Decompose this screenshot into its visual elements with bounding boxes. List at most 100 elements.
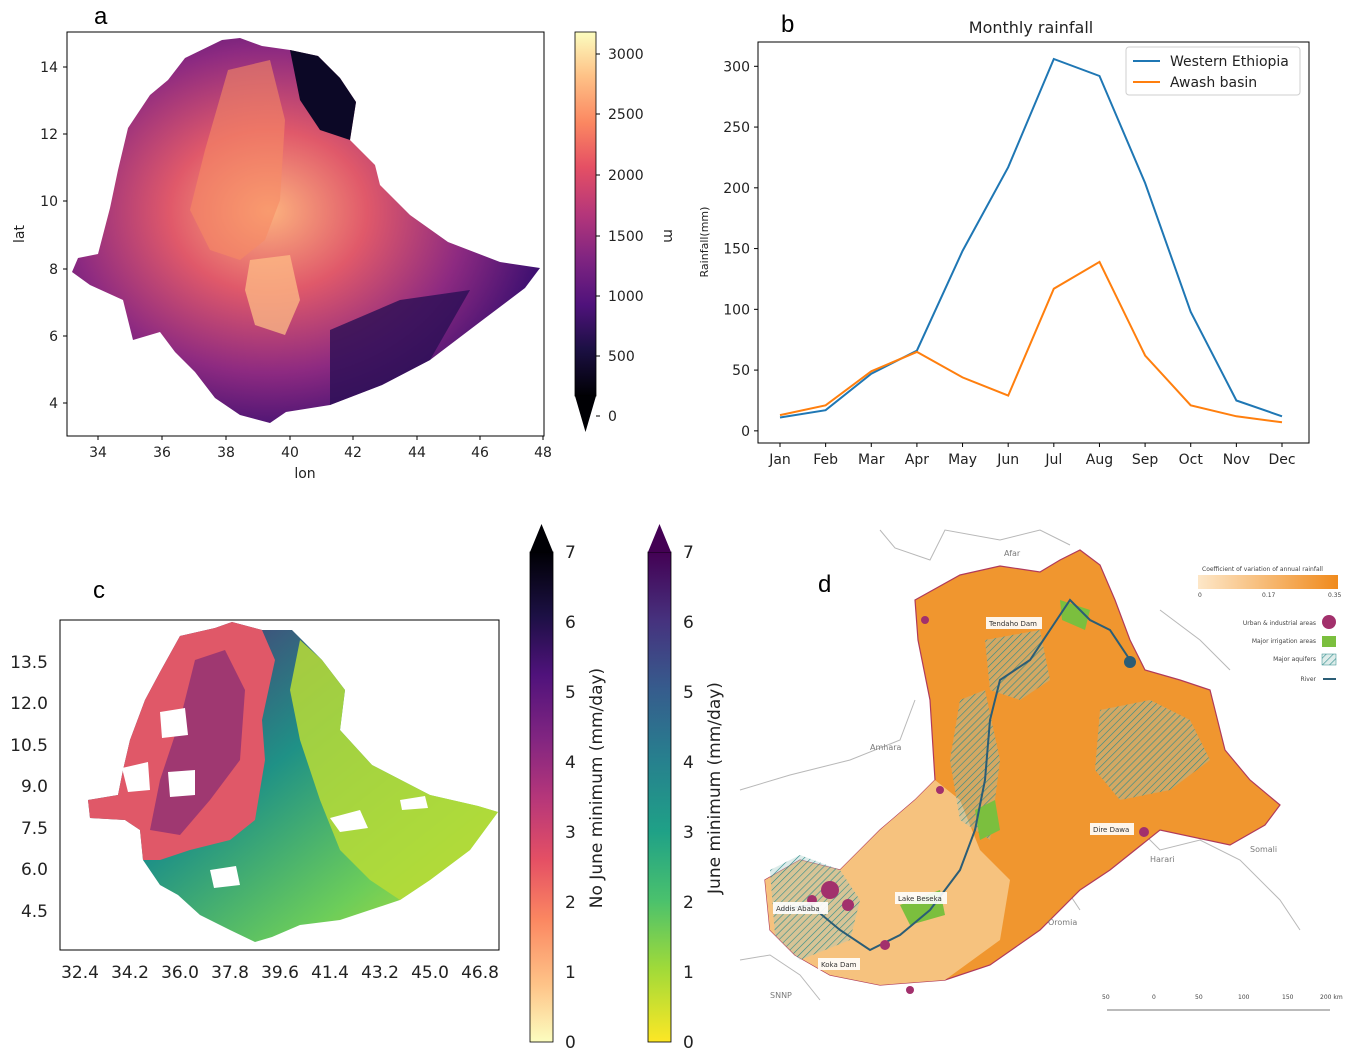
colorbar-tick: 3000 [608, 47, 644, 63]
label-box [895, 892, 947, 904]
x-tick-label: Mar [858, 452, 885, 468]
x-tick-label: 41.4 [311, 963, 349, 983]
colorbar-tick: 0 [565, 1033, 576, 1051]
scale-bar-label: 0 [1152, 994, 1156, 1001]
y-tick-label: 13.5 [10, 653, 48, 673]
x-tick-label: Nov [1223, 452, 1250, 468]
boundary-line [879, 529, 1071, 561]
colorbar-tick-marks [596, 53, 600, 417]
lake-abbe [1124, 656, 1136, 668]
colorbar-tick: 4 [683, 753, 694, 773]
x-tick-label: 37.8 [211, 963, 249, 983]
colorbar-label: m [660, 229, 676, 243]
scale-bar-label: 150 [1282, 994, 1294, 1001]
colorbar-tick: 6 [565, 613, 576, 633]
place-label: Lake Beseka [898, 895, 942, 903]
y-tick-label: 250 [723, 120, 750, 136]
region-label: Afar [1004, 549, 1021, 558]
colorbar-tick: 4 [565, 753, 576, 773]
y-tick-label: 150 [723, 242, 750, 258]
x-tick-label: 34.2 [111, 963, 149, 983]
y-axis-label: Rainfall(mm) [698, 207, 711, 278]
colorbar-tick: 3 [565, 823, 576, 843]
colorbar-extend-arrow [648, 524, 671, 552]
colorbar-gradient [647, 551, 672, 1043]
urban-dot [906, 986, 914, 994]
legend-swatch-urban [1322, 615, 1336, 629]
x-tick-marks [97, 436, 544, 440]
x-tick-label: 48 [534, 445, 552, 461]
panel-d: d [739, 529, 1343, 1011]
y-tick-label: 8 [49, 262, 58, 278]
place-labels: Tendaho Dam Dire Dawa Lake Beseka Addis … [773, 617, 1134, 970]
label-box [818, 958, 860, 970]
colorbar-no-june-minimum: 0 1 2 3 4 5 6 7 No June minimum (mm/day) [529, 524, 607, 1051]
panel-a-x-ticks: 34 36 38 40 42 44 46 48 [89, 436, 552, 461]
colorbar-tick: 500 [608, 349, 635, 365]
colorbar-tick: 0 [608, 409, 617, 425]
june-minimum-heatmap [88, 622, 498, 942]
colorbar-tick: 3 [683, 823, 694, 843]
colorbar-tick: 2 [683, 893, 694, 913]
panel-a-y-ticks: 4 6 8 10 12 14 [40, 60, 67, 412]
x-tick-label: May [948, 452, 977, 468]
colorbar-tick: 1 [683, 963, 694, 983]
scale-bar-label: 50 [1102, 994, 1110, 1001]
colorbar-june-minimum: 0 1 2 3 4 5 6 7 June minimum (mm/day) [647, 524, 725, 1051]
y-tick-marks [63, 66, 67, 404]
panel-d-legend: Coefficient of variation of annual rainf… [1198, 566, 1342, 683]
legend-scale-label: 0 [1198, 592, 1202, 599]
colorbar-tick: 6 [683, 613, 694, 633]
x-tick-label: Oct [1179, 452, 1204, 468]
x-tick-label: 40 [281, 445, 299, 461]
series-line-western-ethiopia [779, 57, 1283, 419]
colorbar-a: 0 500 1000 1500 2000 2500 3000 m [574, 31, 676, 432]
x-tick-label: 45.0 [411, 963, 449, 983]
y-tick-label: 4.5 [21, 902, 48, 922]
urban-areas [807, 616, 1149, 994]
region-labels: Afar Amhara Harari Somali Oromia SNNP [770, 549, 1277, 1000]
colorbar-tick: 2000 [608, 168, 644, 184]
scale-bar-label: 50 [1195, 994, 1203, 1001]
panel-b: b Monthly rainfall 0 50 100 150 200 250 300 Ja… [698, 11, 1310, 468]
y-tick-label: 10 [40, 194, 58, 210]
aquifer-zone [950, 690, 1000, 840]
colorbar-gradient [574, 31, 597, 397]
x-tick-label: Dec [1268, 452, 1295, 468]
panel-letter-d: d [818, 571, 831, 598]
colorbar-tick: 2500 [608, 107, 644, 123]
x-tick-label: 36.0 [161, 963, 199, 983]
y-tick-label: 14 [40, 60, 58, 76]
x-tick-label: 34 [89, 445, 107, 461]
x-tick-label: Jul [1044, 452, 1062, 468]
x-axis-ticks: Jan Feb Mar Apr May Jun Jul Aug Sep Oct Nov Dec [768, 443, 1296, 468]
y-tick-label: 50 [732, 363, 750, 379]
colorbar-tick: 0 [683, 1033, 694, 1051]
label-box [986, 617, 1042, 629]
legend-item-label: River [1300, 676, 1316, 683]
legend-item-label: Major irrigation areas [1252, 638, 1316, 645]
urban-dot [880, 940, 890, 950]
chart-title: Monthly rainfall [969, 18, 1093, 37]
x-tick-label: 32.4 [61, 963, 99, 983]
colorbar-tick: 2 [565, 893, 576, 913]
place-label: Addis Ababa [776, 905, 820, 913]
y-tick-label: 10.5 [10, 736, 48, 756]
x-tick-label: Apr [905, 452, 929, 468]
x-tick-label: 42 [344, 445, 362, 461]
panel-letter-b: b [781, 11, 794, 38]
boundary-line [1159, 609, 1231, 671]
y-tick-label: 6.0 [21, 860, 48, 880]
x-tick-label: 38 [217, 445, 235, 461]
highland-ridge [190, 60, 285, 260]
x-tick-label: 43.2 [361, 963, 399, 983]
x-tick-label: 36 [153, 445, 171, 461]
colorbar-gradient [529, 551, 554, 1043]
colorbar-label: No June minimum (mm/day) [587, 668, 607, 908]
urban-dot [921, 616, 929, 624]
colorbar-label: June minimum (mm/day) [705, 682, 725, 895]
colorbar-extend-arrow [530, 524, 553, 552]
panel-letter-a: a [94, 3, 108, 30]
x-tick-label: 46 [471, 445, 489, 461]
series-line-awash-basin [779, 260, 1283, 424]
